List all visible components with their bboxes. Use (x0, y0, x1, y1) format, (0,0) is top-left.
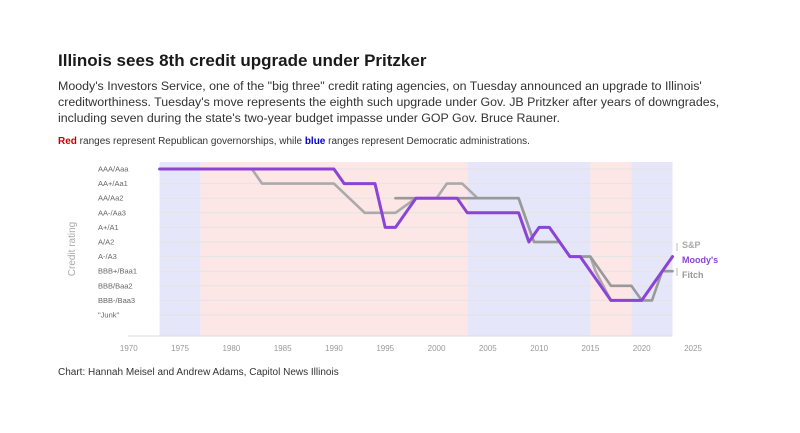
x-tick-label: 2025 (684, 344, 702, 353)
y-tick-label: AA+/Aa1 (98, 179, 128, 188)
band-democratic-2 (467, 162, 591, 336)
y-tick-label: AAA/Aaa (98, 165, 129, 174)
party-color-note: Red ranges represent Republican governor… (58, 136, 530, 147)
note-end-text: ranges represent Democratic administrati… (325, 136, 530, 147)
x-tick-label: 2000 (428, 344, 446, 353)
x-tick-label: 1990 (325, 344, 343, 353)
y-tick-label: A+/A1 (98, 223, 119, 232)
y-tick-label: AA-/Aa3 (98, 208, 126, 217)
x-tick-label: 2020 (633, 344, 651, 353)
note-blue-word: blue (304, 136, 326, 147)
x-tick-label: 1975 (171, 344, 189, 353)
y-tick-label: BBB/Baa2 (98, 281, 133, 290)
y-axis-tick-labels: AAA/Aaa AA+/Aa1 AA/Aa2 AA-/Aa3 A+/A1 A/A2 A-/A… (98, 165, 137, 320)
chart-title: Illinois sees 8th credit upgrade under P… (58, 51, 427, 70)
series-label-fitch: Fitch (682, 270, 704, 280)
y-axis-title: Credit rating (67, 222, 78, 276)
x-tick-label: 1970 (120, 344, 138, 353)
series-line-moodys (158, 167, 674, 302)
chart-subtitle: Moody's Investors Service, one of the "b… (58, 79, 720, 125)
x-tick-label: 1985 (274, 344, 292, 353)
y-tick-label: AA/Aa2 (98, 194, 123, 203)
x-axis-tick-labels: 1970 1975 1980 1985 1990 1995 2000 2005 2010 2015… (120, 344, 703, 353)
band-republican-3 (590, 162, 632, 336)
series-labels: S&P Fitch Moody's (676, 240, 718, 280)
x-tick-label: 1980 (222, 344, 240, 353)
note-mid-text: ranges represent Republican governorship… (76, 136, 305, 147)
band-republican-1 (200, 162, 468, 336)
note-red-word: Red (58, 136, 77, 147)
band-democratic-0 (159, 162, 201, 336)
x-tick-label: 2005 (479, 344, 497, 353)
governorship-bands (159, 162, 673, 336)
y-tick-label: A-/A3 (98, 252, 117, 261)
band-democratic-4 (631, 162, 673, 336)
y-tick-label: A/A2 (98, 238, 114, 247)
series-label-sp: S&P (682, 240, 701, 250)
series-line-fitch (394, 196, 674, 302)
x-tick-label: 1995 (376, 344, 394, 353)
series-label-moodys: Moody's (682, 255, 718, 265)
x-tick-label: 2010 (530, 344, 548, 353)
series-lines (158, 167, 674, 302)
y-tick-label: BBB+/Baa1 (98, 267, 137, 276)
chart-source: Chart: Hannah Meisel and Andrew Adams, C… (58, 367, 339, 378)
x-tick-label: 2015 (582, 344, 600, 353)
y-tick-label: "Junk" (98, 311, 120, 320)
y-tick-label: BBB-/Baa3 (98, 296, 135, 305)
